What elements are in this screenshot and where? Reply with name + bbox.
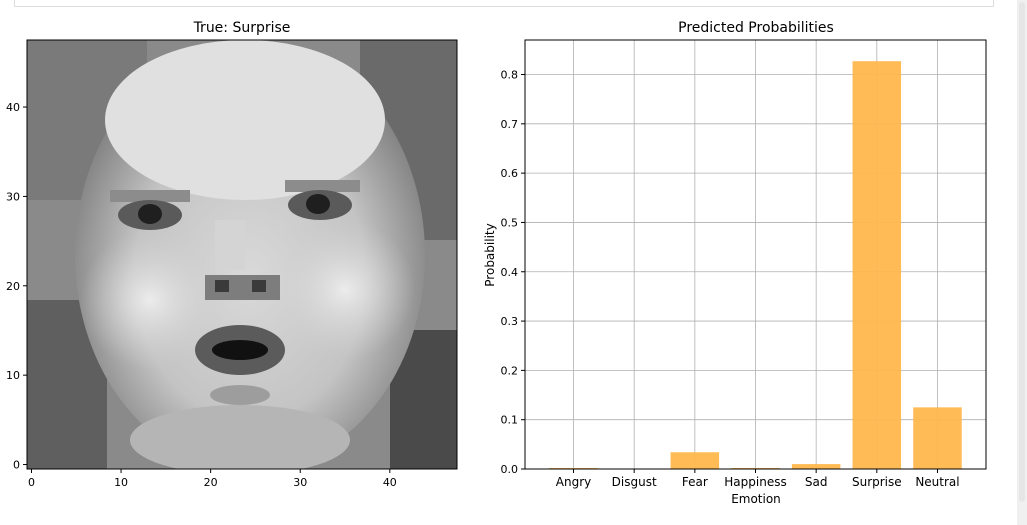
bars	[549, 61, 962, 470]
y-tick-label: 0.1	[501, 414, 519, 427]
x-tick-label: Surprise	[852, 475, 902, 489]
bar-sad	[791, 464, 841, 469]
x-tick-label: Happiness	[724, 475, 786, 489]
face-image	[27, 40, 457, 469]
x-axis-label: Emotion	[731, 492, 781, 506]
bar-ticks: 0.0 0.1 0.2 0.3 0.4 0.5 0.6 0.7 0.8 Angry Disgust F…	[501, 69, 960, 489]
y-tick-label: 0.0	[501, 463, 519, 476]
y-tick-label: 0.4	[501, 266, 519, 279]
y-tick-label: 0	[13, 459, 20, 472]
y-tick-label: 0.2	[501, 364, 519, 377]
x-tick-label: Fear	[682, 475, 708, 489]
image-title: True: Surprise	[193, 20, 291, 36]
x-tick-label: 0	[28, 476, 35, 489]
image-subplot: True: Surprise	[6, 20, 458, 489]
x-tick-label: 30	[293, 476, 307, 489]
bar-chart-title: Predicted Probabilities	[678, 20, 834, 36]
x-tick-label: Sad	[805, 475, 828, 489]
y-tick-label: 0.6	[501, 167, 519, 180]
x-tick-label: Neutral	[915, 475, 959, 489]
y-tick-label: 40	[6, 101, 20, 114]
y-tick-label: 0.7	[501, 118, 519, 131]
y-tick-label: 0.8	[501, 69, 519, 82]
bar-fear	[670, 452, 720, 469]
x-tick-label: Angry	[556, 475, 591, 489]
grid	[525, 40, 986, 470]
y-axis-label: Probability	[483, 223, 497, 286]
x-tick-label: 20	[204, 476, 218, 489]
scrollbar[interactable]	[1017, 0, 1027, 525]
y-tick-label: 30	[6, 190, 20, 203]
x-tick-label: 40	[383, 476, 397, 489]
scrollbar-thumb[interactable]	[1019, 2, 1025, 502]
image-ticks: 0 10 20 30 40 0 10 20 30 40	[6, 101, 397, 489]
output-cell-frame	[14, 0, 994, 7]
y-tick-label: 0.5	[501, 216, 519, 229]
bar-neutral	[913, 407, 962, 469]
y-tick-label: 10	[6, 369, 20, 382]
bar-subplot: Predicted Probabilities 0.00.10.20.30.40…	[483, 20, 987, 506]
x-tick-label: Disgust	[612, 475, 657, 489]
y-tick-label: 20	[6, 280, 20, 293]
image-frame	[26, 39, 458, 470]
y-tick-label: 0.3	[501, 315, 519, 328]
x-tick-label: 10	[114, 476, 128, 489]
bar-surprise	[852, 61, 902, 469]
